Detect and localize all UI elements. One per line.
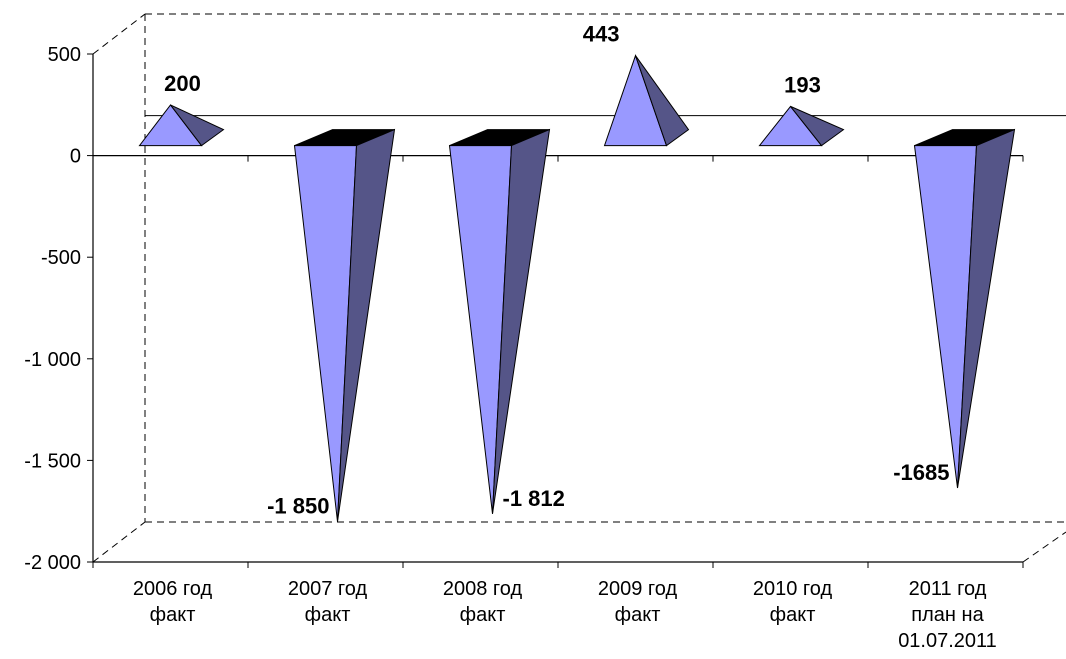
cone-bar bbox=[448, 128, 551, 514]
data-label: -1 850 bbox=[267, 494, 329, 519]
cone-bar bbox=[138, 104, 225, 147]
x-tick-label: 2010 год факт bbox=[753, 578, 833, 626]
y-tick-label: -2 000 bbox=[24, 552, 81, 574]
cone-bar bbox=[603, 54, 690, 147]
cone-bar bbox=[913, 128, 1016, 489]
data-label: -1 812 bbox=[503, 486, 565, 511]
x-axis: 2006 год факт 2007 год факт 2008 год факт 2009… bbox=[92, 155, 1024, 652]
floor-left-depth-edge bbox=[92, 521, 146, 563]
cone-bar bbox=[758, 105, 845, 147]
y-tick-label: 0 bbox=[70, 146, 81, 168]
cone-bar bbox=[293, 128, 396, 522]
floor-right-depth-edge bbox=[1022, 531, 1066, 563]
top-depth-edge bbox=[92, 13, 146, 55]
x-tick-label: 2011 год план на 01.07.2011 bbox=[898, 578, 997, 652]
y-tick-label: -500 bbox=[41, 247, 81, 269]
y-tick-label: 500 bbox=[48, 44, 81, 66]
data-label: 200 bbox=[164, 71, 201, 96]
cone-side-face bbox=[635, 55, 690, 147]
data-label: 443 bbox=[583, 22, 620, 47]
cone-side-face bbox=[170, 104, 225, 147]
chart-marks bbox=[138, 54, 1016, 522]
y-tick-label: -1 000 bbox=[24, 349, 81, 371]
data-label: 193 bbox=[784, 72, 821, 97]
chart-frame bbox=[92, 13, 1066, 563]
x-tick-label: 2006 год факт bbox=[133, 578, 213, 626]
data-labels: 200 -1 850 -1 812 443 193 -1685 bbox=[164, 22, 949, 519]
x-tick-label: 2007 год факт bbox=[288, 578, 368, 626]
cone-side-face bbox=[492, 128, 551, 514]
data-label: -1685 bbox=[893, 460, 949, 485]
cone-side-face bbox=[790, 105, 845, 147]
x-tick-label: 2008 год факт bbox=[443, 578, 523, 626]
cone-side-face bbox=[337, 128, 396, 522]
x-tick-label: 2009 год факт bbox=[598, 578, 678, 626]
y-axis: 500 0 -500 -1 000 -1 500 -2 000 bbox=[24, 44, 94, 574]
cone-side-face bbox=[957, 128, 1016, 489]
y-tick-label: -1 500 bbox=[24, 450, 81, 472]
